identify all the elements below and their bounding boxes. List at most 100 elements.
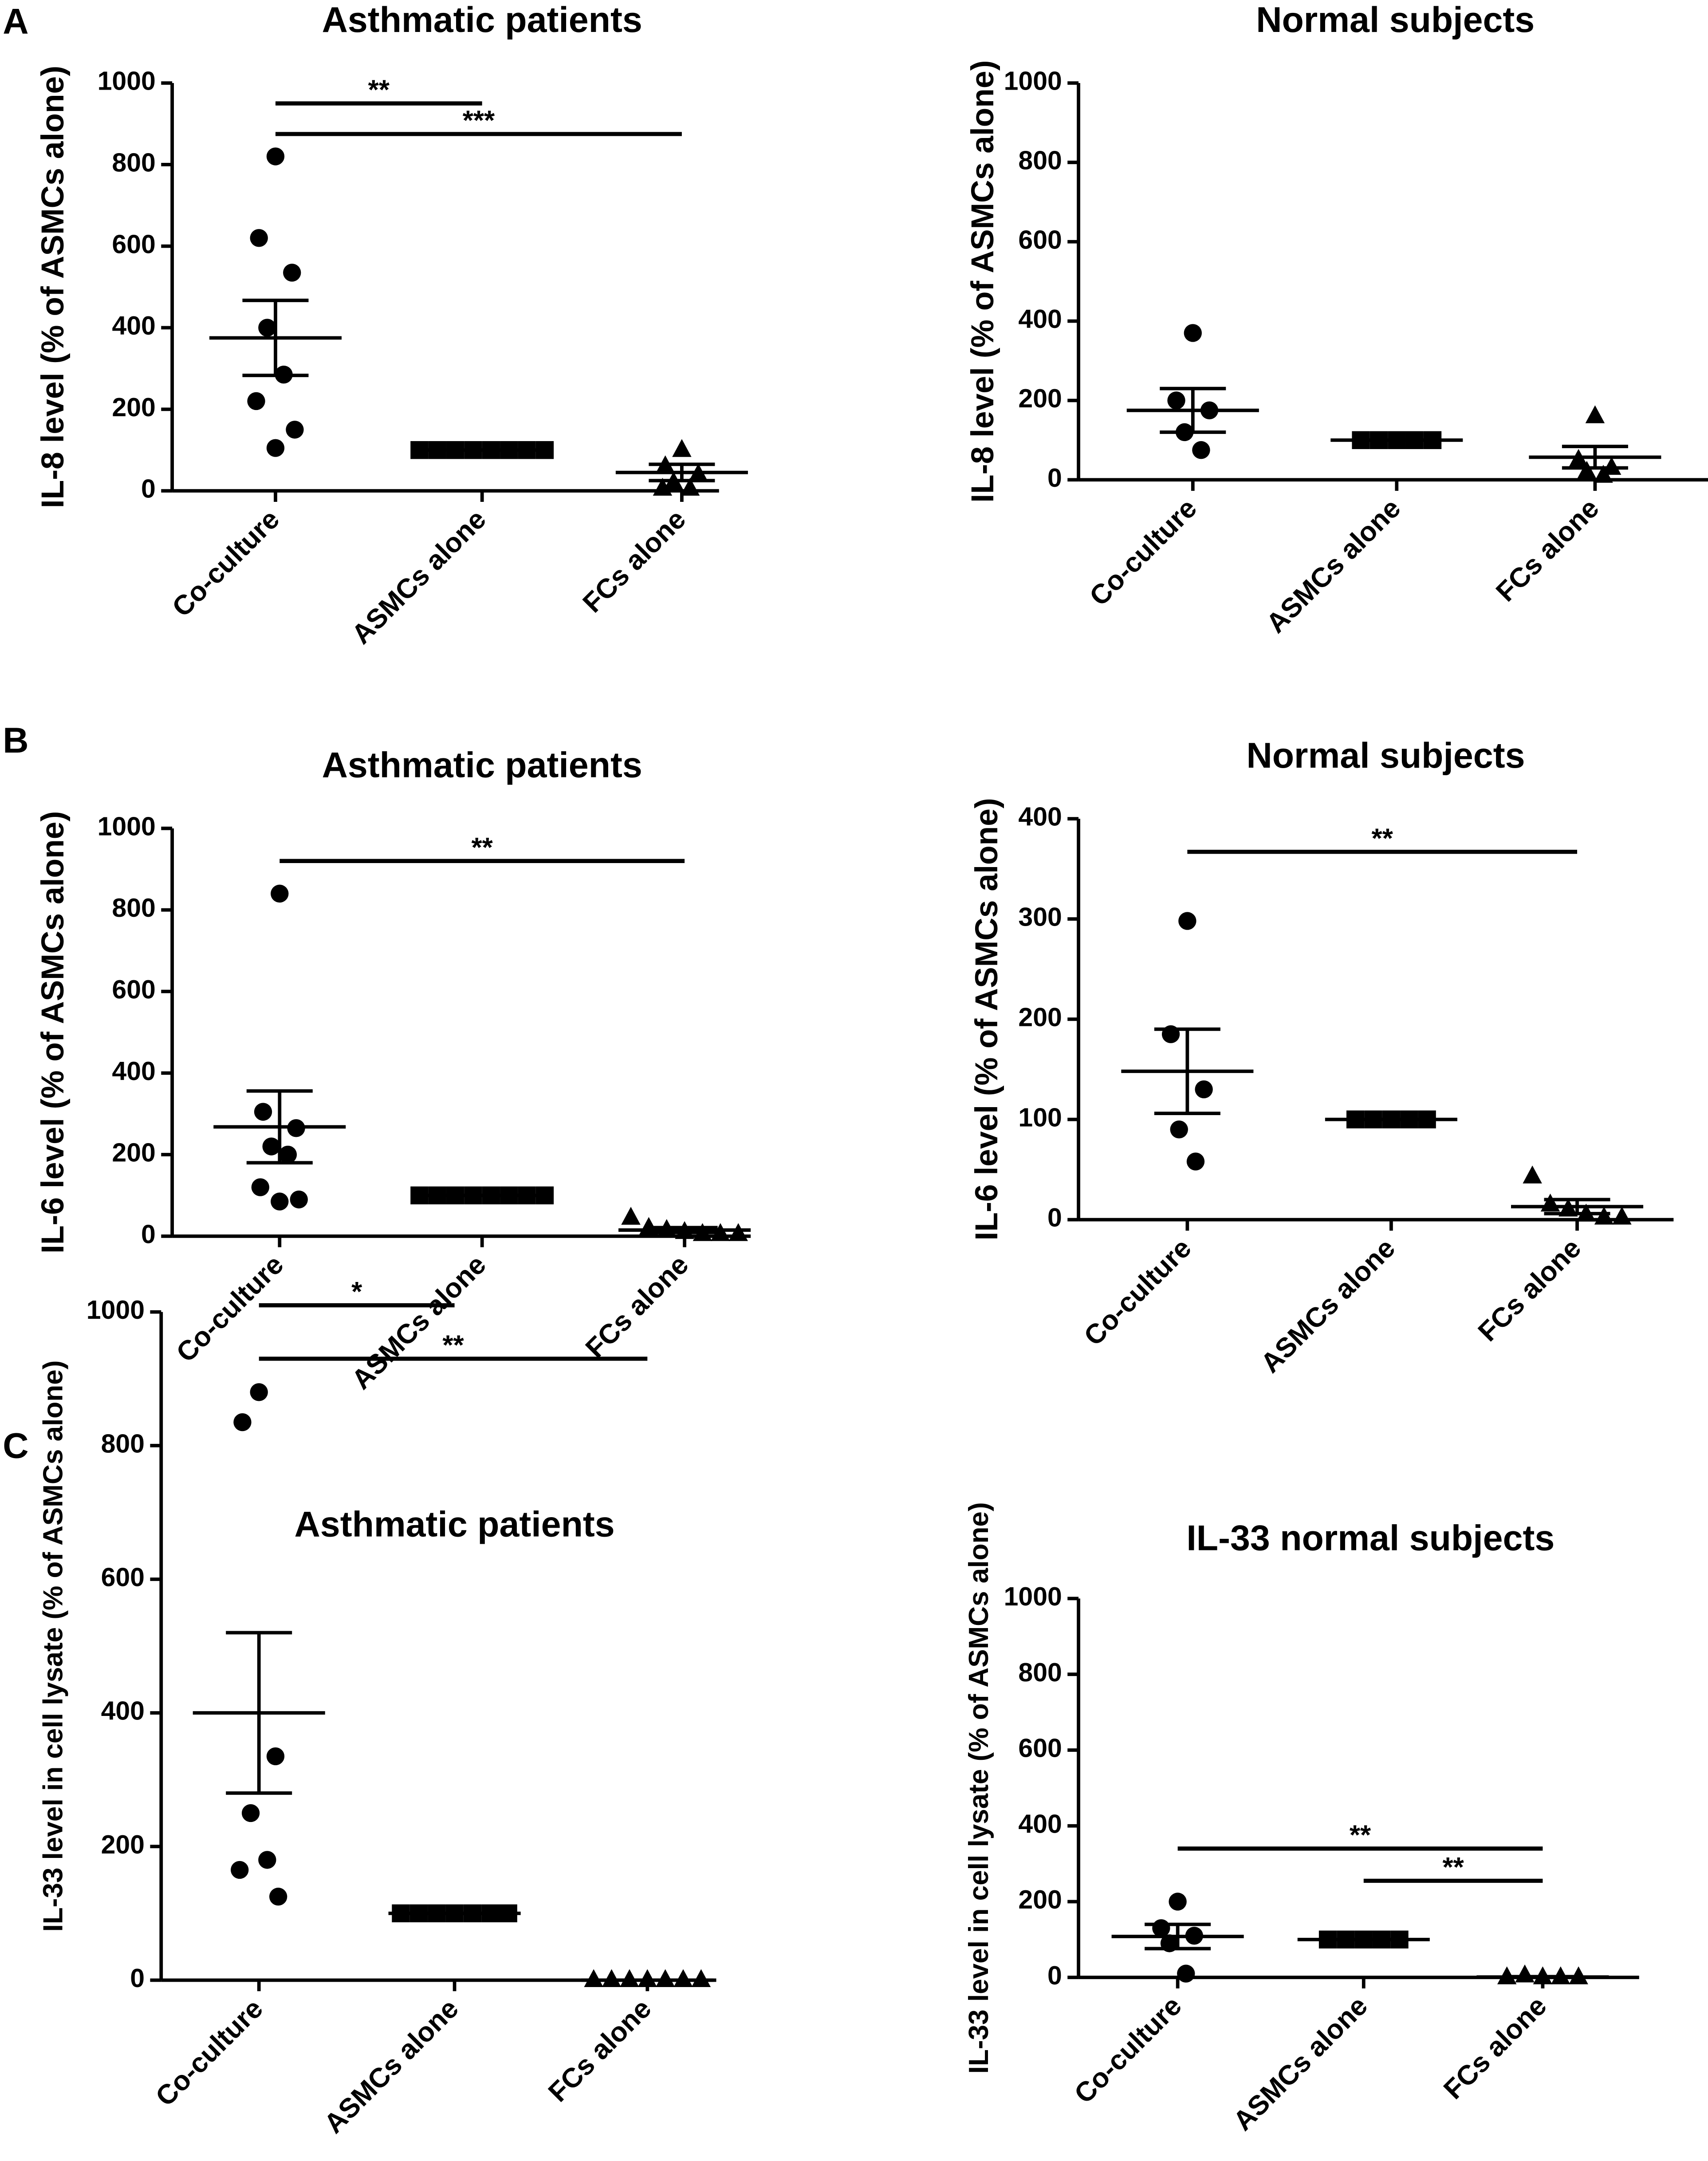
x-tick-label: Co-culture xyxy=(1069,1991,1188,2110)
y-tick-label: 400 xyxy=(1018,1809,1062,1838)
y-tick-label: 200 xyxy=(1018,384,1062,413)
x-tick-label: FCs alone xyxy=(1472,1233,1587,1348)
data-point xyxy=(1523,1165,1542,1183)
data-point xyxy=(602,1969,622,1987)
data-point xyxy=(1577,461,1597,479)
y-tick-label: 600 xyxy=(112,975,155,1004)
error-bar xyxy=(1562,445,1628,470)
y-axis-label: IL-6 level (% of ASMCs alone) xyxy=(35,811,71,1254)
data-point xyxy=(584,1969,603,1987)
y-tick-label: 1000 xyxy=(1004,67,1062,96)
y-axis-label: IL-33 level in cell lysate (% of ASMCs a… xyxy=(38,1360,69,1932)
y-tick-label: 600 xyxy=(1018,225,1062,254)
error-bar xyxy=(1145,1922,1211,1951)
x-tick-label: Co-culture xyxy=(166,504,285,623)
data-point xyxy=(290,1190,308,1209)
x-tick-label: ASMCs alone xyxy=(1255,1233,1401,1379)
data-point xyxy=(1540,1193,1560,1212)
x-tick-label: ASMCs alone xyxy=(319,1993,464,2139)
data-point xyxy=(1186,1152,1205,1171)
y-tick-label: 0 xyxy=(1047,1961,1062,1990)
y-tick-label: 200 xyxy=(112,393,155,422)
y-tick-label: 1000 xyxy=(1004,1582,1062,1611)
x-tick-label: FCs alone xyxy=(1490,493,1605,608)
y-tick-label: 600 xyxy=(101,1563,145,1592)
y-tick-label: 400 xyxy=(1018,802,1062,832)
x-tick-label: Co-culture xyxy=(1084,493,1203,612)
y-tick-label: 100 xyxy=(1018,1103,1062,1132)
significance-label: ** xyxy=(472,832,493,863)
y-tick-label: 0 xyxy=(130,1964,145,1993)
data-point xyxy=(1178,912,1196,930)
significance-label: ** xyxy=(1350,1820,1371,1851)
significance-label: *** xyxy=(463,106,495,136)
y-tick-label: 200 xyxy=(112,1138,155,1167)
error-bar xyxy=(1544,1198,1610,1215)
data-point xyxy=(711,1223,730,1241)
y-tick-label: 400 xyxy=(112,1057,155,1086)
data-point xyxy=(1184,324,1202,342)
chart-title: Normal subjects xyxy=(1256,0,1535,40)
y-tick-label: 200 xyxy=(1018,1885,1062,1914)
x-tick-label: ASMCs alone xyxy=(1260,493,1406,639)
y-axis-label: IL-8 level (% of ASMCs alone) xyxy=(965,60,1000,503)
y-tick-label: 800 xyxy=(1018,1658,1062,1687)
x-tick-label: Co-culture xyxy=(170,1249,289,1368)
y-tick-label: 0 xyxy=(141,1219,156,1249)
y-tick-label: 800 xyxy=(1018,146,1062,175)
data-point xyxy=(250,229,268,247)
data-point xyxy=(254,1103,272,1121)
data-point xyxy=(262,1137,280,1155)
data-point xyxy=(680,477,700,496)
data-point xyxy=(1515,1964,1535,1983)
data-point xyxy=(266,1747,285,1766)
y-axis-label: IL-8 level (% of ASMCs alone) xyxy=(35,66,71,508)
data-point xyxy=(621,1207,641,1225)
data-point xyxy=(233,1413,252,1431)
data-point xyxy=(283,264,301,282)
panel-letter: A xyxy=(3,1,28,41)
data-point xyxy=(241,1804,260,1822)
data-point xyxy=(1594,465,1613,483)
y-tick-label: 400 xyxy=(101,1696,145,1726)
significance-label: ** xyxy=(368,75,390,106)
y-tick-label: 1000 xyxy=(98,67,156,96)
y-tick-label: 400 xyxy=(112,311,155,340)
significance-label: * xyxy=(351,1277,362,1307)
data-point xyxy=(269,1888,287,1906)
error-bar xyxy=(1160,386,1226,434)
data-point xyxy=(1152,1919,1170,1937)
x-tick-label: FCs alone xyxy=(543,1993,657,2108)
chart-title: Asthmatic patients xyxy=(295,1504,615,1544)
y-tick-label: 800 xyxy=(112,893,155,923)
data-point xyxy=(620,1969,639,1987)
data-point xyxy=(251,1178,269,1196)
data-point xyxy=(1170,1120,1188,1139)
data-point xyxy=(1602,457,1621,475)
data-point xyxy=(271,1192,289,1211)
error-bar xyxy=(1154,1027,1220,1116)
y-tick-label: 600 xyxy=(112,229,155,259)
y-tick-label: 800 xyxy=(101,1429,145,1458)
y-axis-label: IL-33 level in cell lysate (% of ASMCs a… xyxy=(964,1502,994,2074)
panel-letter: C xyxy=(3,1426,28,1466)
y-tick-label: 200 xyxy=(101,1830,145,1859)
data-point xyxy=(250,1383,268,1401)
data-point xyxy=(266,439,285,457)
data-point xyxy=(258,319,276,337)
data-point xyxy=(1177,1964,1195,1983)
error-bar xyxy=(246,1089,313,1165)
y-tick-label: 0 xyxy=(1047,1203,1062,1232)
x-tick-label: ASMCs alone xyxy=(346,504,492,650)
data-point xyxy=(1594,1207,1614,1225)
x-tick-label: Co-culture xyxy=(1078,1233,1197,1352)
data-point xyxy=(1195,1080,1213,1099)
chart-title: IL-33 normal subjects xyxy=(1186,1518,1555,1558)
y-tick-label: 0 xyxy=(141,474,156,504)
significance-label: ** xyxy=(1372,823,1393,854)
y-tick-label: 0 xyxy=(1047,463,1062,493)
x-tick-label: FCs alone xyxy=(580,1249,695,1364)
significance-label: ** xyxy=(1442,1852,1464,1883)
chart-title: Asthmatic patients xyxy=(322,745,642,785)
